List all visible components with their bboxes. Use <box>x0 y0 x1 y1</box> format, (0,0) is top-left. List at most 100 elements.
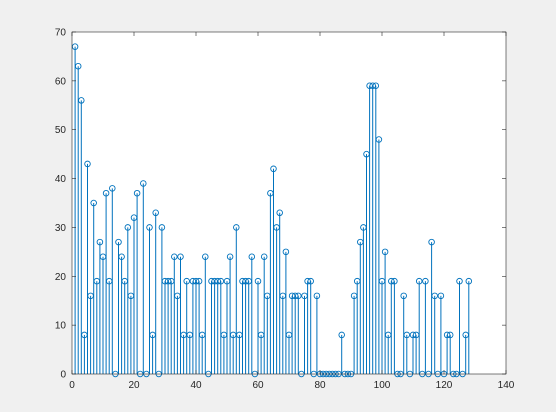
stem-point-5 <box>84 160 91 374</box>
stem-point-116 <box>428 238 435 374</box>
x-tick-label: 140 <box>498 380 515 391</box>
stem-marker <box>422 277 429 285</box>
stem-series <box>71 43 473 378</box>
stem-marker <box>84 160 91 168</box>
stem-marker <box>74 62 82 70</box>
stem-marker <box>158 224 166 231</box>
stem-point-87 <box>338 331 345 374</box>
stem-point-125 <box>456 277 463 374</box>
stem-point-119 <box>437 292 445 374</box>
stem-point-117 <box>431 292 438 374</box>
stem-marker <box>195 277 203 285</box>
stem-marker <box>456 277 463 285</box>
stem-marker <box>102 189 110 197</box>
stem-point-3 <box>78 97 85 374</box>
stem-point-33 <box>171 253 178 374</box>
stem-point-23 <box>140 180 147 374</box>
stem-marker <box>270 165 277 173</box>
stem-point-99 <box>375 136 383 374</box>
stem-marker <box>233 224 240 231</box>
stem-point-104 <box>391 277 398 374</box>
stem-marker <box>140 180 147 187</box>
stem-marker <box>177 253 184 260</box>
y-tick-label: 50 <box>55 125 67 136</box>
y-tick-label: 10 <box>55 321 67 332</box>
tick-group: 0 20 40 60 80 100 120 140 0 10 20 30 40 50 60 70 <box>55 28 515 392</box>
stem-marker <box>115 238 122 246</box>
stem-marker <box>428 238 435 246</box>
stem-point-112 <box>415 277 423 374</box>
stem-marker <box>260 253 268 260</box>
stem-marker <box>375 136 383 143</box>
y-tick-label: 60 <box>55 76 67 87</box>
stem-point-58 <box>248 253 256 374</box>
stem-point-11 <box>102 189 110 374</box>
stem-marker <box>313 292 321 300</box>
x-tick-label: 60 <box>252 380 264 391</box>
y-tick-label: 0 <box>60 370 66 381</box>
stem-marker <box>400 292 407 300</box>
stem-point-69 <box>282 248 290 374</box>
stem-marker <box>282 248 290 256</box>
stem-point-16 <box>118 253 125 374</box>
stem-point-128 <box>465 277 473 374</box>
stem-point-9 <box>96 238 104 374</box>
stem-point-79 <box>313 292 321 374</box>
y-tick-label: 20 <box>55 272 67 283</box>
stem-marker <box>248 253 256 260</box>
stem-marker <box>109 185 116 192</box>
stem-point-98 <box>372 82 380 374</box>
stem-marker <box>372 82 380 89</box>
stem-point-43 <box>202 253 209 374</box>
stem-marker <box>133 189 141 197</box>
stem-point-65 <box>270 165 277 374</box>
stem-marker <box>465 277 473 285</box>
x-tick-label: 100 <box>374 380 391 391</box>
stem-marker <box>338 331 345 339</box>
x-tick-label: 20 <box>128 380 140 391</box>
stem-point-122 <box>446 331 454 374</box>
x-tick-label: 0 <box>69 380 75 391</box>
stem-marker <box>96 238 104 246</box>
stem-point-35 <box>177 253 184 374</box>
x-tick-label: 40 <box>190 380 202 391</box>
axes-box <box>71 31 507 375</box>
stem-marker <box>295 292 302 300</box>
stem-marker <box>415 277 423 285</box>
stem-marker <box>183 277 190 285</box>
stem-point-29 <box>158 224 166 374</box>
stem-marker <box>403 331 411 339</box>
stem-marker <box>78 97 85 104</box>
y-tick-label: 40 <box>55 174 67 185</box>
stem-marker <box>276 209 283 217</box>
stem-point-53 <box>233 224 240 374</box>
stem-marker <box>437 292 445 300</box>
stem-marker <box>254 277 262 285</box>
stem-marker <box>152 209 159 217</box>
stem-marker <box>431 292 438 300</box>
stem-point-41 <box>195 277 203 374</box>
stem-point-27 <box>152 209 159 374</box>
stem-point-25 <box>146 224 153 374</box>
stem-marker <box>171 253 178 260</box>
stem-point-67 <box>276 209 283 374</box>
stem-marker <box>202 253 209 260</box>
plot-area <box>72 32 506 374</box>
stem-point-51 <box>226 253 234 374</box>
stem-point-37 <box>183 277 190 374</box>
stem-point-7 <box>90 199 97 374</box>
stem-point-18 <box>124 224 132 374</box>
stem-marker <box>226 253 234 260</box>
stem-marker <box>118 253 125 260</box>
stem-marker <box>391 277 398 285</box>
stem-point-101 <box>381 248 389 374</box>
stem-point-108 <box>403 331 411 374</box>
stem-point-114 <box>422 277 429 374</box>
y-tick-label: 30 <box>55 223 67 234</box>
stem-marker <box>307 277 314 285</box>
stem-point-77 <box>307 277 314 374</box>
x-tick-label: 120 <box>436 380 453 391</box>
x-tick-label: 80 <box>314 380 326 391</box>
stem-marker <box>446 331 454 339</box>
